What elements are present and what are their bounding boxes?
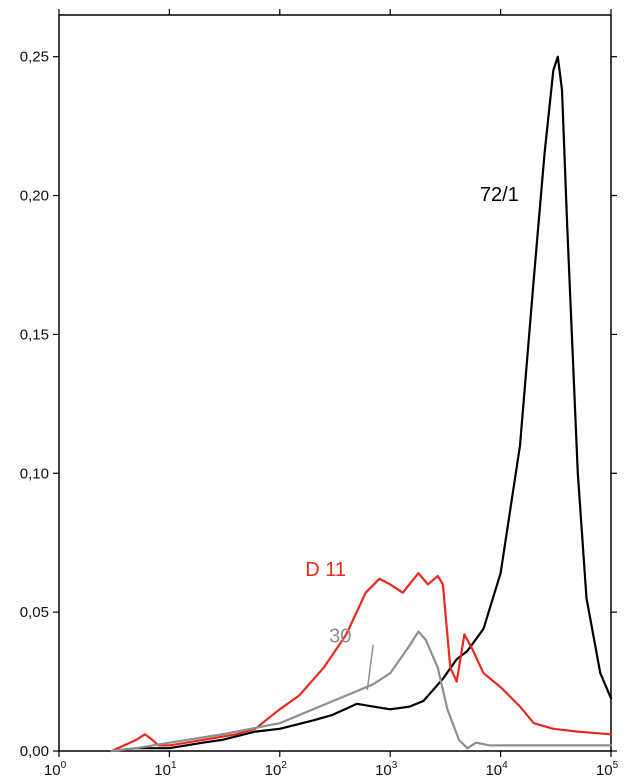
x-tick-label: 104 (485, 760, 508, 778)
x-tick-label: 105 (596, 760, 619, 778)
y-tick-label: 0,10 (20, 465, 49, 482)
series-label-0: 72/1 (480, 184, 519, 206)
series-label-leader (366, 644, 374, 690)
y-tick-label: 0,20 (20, 188, 49, 205)
plot-frame (58, 14, 612, 752)
y-tick-label: 0,05 (20, 604, 49, 621)
y-tick-label: 0,15 (20, 326, 49, 343)
series-line-0 (110, 55, 613, 753)
series-label-2: 30 (329, 626, 351, 648)
series-line-2 (110, 630, 613, 753)
series-labels: 72/1 D 11 30 (305, 184, 519, 690)
y-tick-label: 0,25 (20, 49, 49, 66)
x-tick-label: 101 (154, 760, 177, 778)
x-tick-label: 103 (375, 760, 398, 778)
x-tick-label: 102 (265, 760, 288, 778)
series-label-1: D 11 (305, 559, 346, 581)
y-tick-label: 0,00 (20, 743, 49, 760)
x-tick-label: 100 (44, 760, 67, 778)
series-line-1 (110, 572, 613, 753)
series-lines (110, 55, 613, 753)
axis-ticks: 0,00 0,05 0,10 0,15 0,20 0,25 100 101 102 103 104 1… (20, 9, 619, 778)
